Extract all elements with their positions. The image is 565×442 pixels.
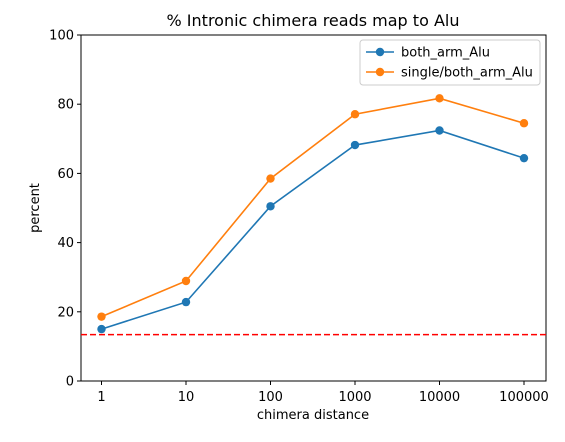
data-point	[435, 94, 444, 103]
data-point	[435, 126, 444, 135]
legend-label-1: both_arm_Alu	[401, 46, 490, 61]
x-tick-label: 10	[178, 390, 195, 405]
data-point	[181, 276, 191, 286]
data-point	[181, 297, 191, 307]
y-tick-label: 0	[66, 375, 74, 390]
series-line-1	[101, 129, 525, 330]
legend-label-2: single/both_arm_Alu	[401, 66, 533, 81]
data-point	[97, 312, 106, 321]
data-point	[350, 140, 360, 150]
plot-area	[80, 34, 547, 382]
chart-title: % Intronic chimera reads map to Alu	[167, 11, 460, 30]
x-tick-label: 10000	[419, 390, 460, 405]
data-point	[266, 202, 275, 211]
data-point	[350, 110, 360, 119]
series-line-2	[101, 97, 525, 318]
y-tick-label: 40	[57, 236, 74, 251]
x-tick-label: 100	[258, 390, 283, 405]
series-layer	[97, 94, 529, 334]
legend-box	[359, 39, 541, 86]
data-point	[97, 324, 106, 334]
legend: both_arm_Alu single/both_arm_Alu	[359, 39, 541, 86]
y-tick-label: 20	[57, 305, 74, 320]
x-axis: 1 10 100 1000 10000 100000	[97, 381, 549, 405]
legend-marker-2	[375, 67, 385, 77]
data-point	[266, 174, 275, 183]
legend-marker-1	[375, 47, 385, 57]
y-axis: 0 20 40 60 80 100	[49, 29, 81, 390]
y-tick-label: 80	[57, 98, 74, 113]
data-point	[519, 153, 529, 163]
x-tick-label: 1	[97, 390, 105, 405]
data-point	[519, 119, 529, 128]
y-axis-label: percent	[28, 183, 43, 233]
x-axis-label: chimera distance	[257, 408, 369, 423]
y-tick-label: 60	[57, 167, 74, 182]
x-tick-label: 100000	[499, 390, 549, 405]
x-tick-label: 1000	[338, 390, 371, 405]
y-tick-label: 100	[49, 29, 74, 44]
